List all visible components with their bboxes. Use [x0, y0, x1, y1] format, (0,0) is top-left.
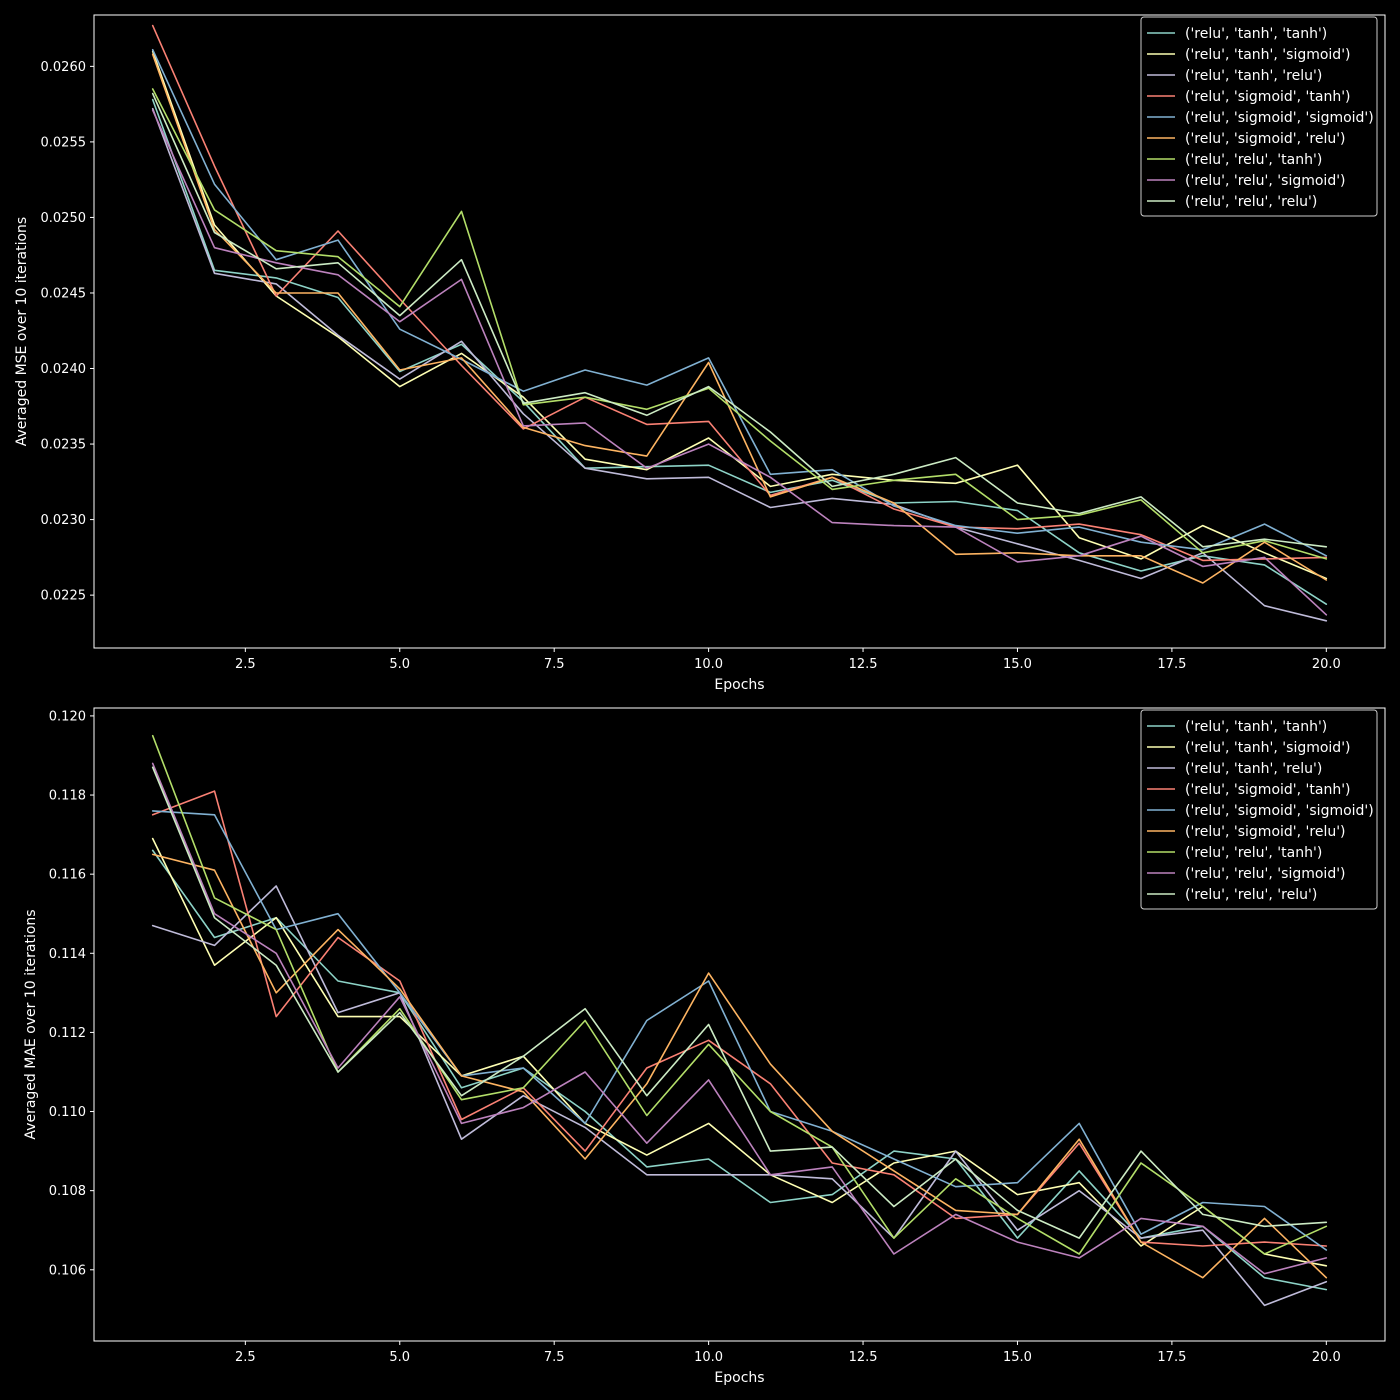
x-axis-label: Epochs [714, 677, 764, 693]
y-tick-label: 0.0255 [41, 135, 87, 150]
y-tick-label: 0.0230 [41, 513, 87, 528]
y-axis-label: Averaged MAE over 10 iterations [23, 909, 39, 1139]
legend-entry: ('relu', 'tanh', 'sigmoid') [1185, 47, 1351, 63]
x-tick-label: 17.5 [1157, 657, 1186, 672]
series-line [151, 24, 1328, 562]
series-line [151, 53, 1328, 584]
legend-entry: ('relu', 'relu', 'sigmoid') [1185, 173, 1346, 189]
y-tick-label: 0.106 [49, 1263, 86, 1278]
y-tick-label: 0.0225 [41, 589, 87, 604]
y-tick-label: 0.0245 [41, 286, 87, 301]
legend-entry: ('relu', 'relu', 'tanh') [1185, 152, 1322, 168]
plot-area-frame [93, 707, 1386, 1342]
x-tick-label: 5.0 [389, 657, 410, 672]
legend-entry: ('relu', 'sigmoid', 'tanh') [1185, 782, 1351, 798]
y-tick-label: 0.0240 [41, 362, 87, 377]
legend-entry: ('relu', 'relu', 'relu') [1185, 194, 1317, 210]
y-tick-label: 0.116 [49, 868, 86, 883]
legend-entry: ('relu', 'tanh', 'relu') [1185, 761, 1322, 777]
x-tick-label: 20.0 [1312, 1350, 1341, 1365]
legend-entry: ('relu', 'tanh', 'sigmoid') [1185, 740, 1351, 756]
series-line [151, 92, 1328, 548]
x-tick-label: 17.5 [1157, 1350, 1186, 1365]
legend-frame [1140, 16, 1378, 217]
legend-entry: ('relu', 'tanh', 'tanh') [1185, 719, 1327, 735]
series-line [151, 837, 1328, 1267]
y-axis-label: Averaged MSE over 10 iterations [14, 217, 30, 446]
y-tick-label: 0.0260 [41, 60, 87, 75]
y-tick-label: 0.0250 [41, 211, 87, 226]
y-tick-label: 0.114 [49, 947, 86, 962]
series-line [151, 762, 1328, 1275]
x-axis-label: Epochs [714, 1370, 764, 1386]
y-tick-label: 0.118 [49, 789, 86, 804]
legend-entry: ('relu', 'sigmoid', 'relu') [1185, 131, 1346, 147]
series-line [151, 885, 1328, 1307]
legend-entry: ('relu', 'relu', 'sigmoid') [1185, 866, 1346, 882]
y-tick-label: 0.120 [49, 709, 86, 724]
y-tick-label: 0.0235 [41, 438, 87, 453]
series-line [151, 109, 1328, 616]
x-tick-label: 2.5 [235, 1350, 256, 1365]
legend-entry: ('relu', 'sigmoid', 'sigmoid') [1185, 803, 1374, 819]
y-tick-label: 0.112 [49, 1026, 86, 1041]
legend-entry: ('relu', 'sigmoid', 'tanh') [1185, 89, 1351, 105]
y-tick-label: 0.108 [49, 1184, 86, 1199]
y-tick-label: 0.110 [49, 1105, 86, 1120]
x-tick-label: 5.0 [389, 1350, 410, 1365]
x-tick-label: 7.5 [544, 1350, 565, 1365]
plot-area-frame [93, 14, 1386, 649]
legend-entry: ('relu', 'relu', 'relu') [1185, 887, 1317, 903]
x-tick-label: 7.5 [544, 657, 565, 672]
legend-entry: ('relu', 'sigmoid', 'relu') [1185, 824, 1346, 840]
x-tick-label: 2.5 [235, 657, 256, 672]
x-tick-label: 10.0 [694, 1350, 723, 1365]
legend-entry: ('relu', 'sigmoid', 'sigmoid') [1185, 110, 1374, 126]
legend-entry: ('relu', 'relu', 'tanh') [1185, 845, 1322, 861]
mse-chart-panel: 2.5 5.0 7.5 10.0 12.5 15.0 17.5 20.0 0.0225 0.023… [14, 14, 1386, 693]
x-tick-label: 10.0 [694, 657, 723, 672]
mae-chart-panel: 2.5 5.0 7.5 10.0 12.5 15.0 17.5 20.0 0.106 0.108 0… [23, 707, 1386, 1386]
x-tick-label: 12.5 [849, 657, 878, 672]
x-tick-label: 20.0 [1312, 657, 1341, 672]
legend-frame [1140, 709, 1378, 910]
x-tick-label: 12.5 [849, 1350, 878, 1365]
legend: ('relu', 'tanh', 'tanh') ('relu', 'tanh',… [1140, 709, 1378, 910]
series-line [151, 766, 1328, 1239]
series-line [151, 810, 1328, 1251]
legend-entry: ('relu', 'tanh', 'tanh') [1185, 26, 1327, 42]
x-tick-label: 15.0 [1003, 657, 1032, 672]
series-line [151, 88, 1328, 560]
legend-entry: ('relu', 'tanh', 'relu') [1185, 68, 1322, 84]
series-line [151, 107, 1328, 622]
x-tick-label: 15.0 [1003, 1350, 1032, 1365]
series-line [151, 98, 1328, 606]
legend: ('relu', 'tanh', 'tanh') ('relu', 'tanh',… [1140, 16, 1378, 217]
